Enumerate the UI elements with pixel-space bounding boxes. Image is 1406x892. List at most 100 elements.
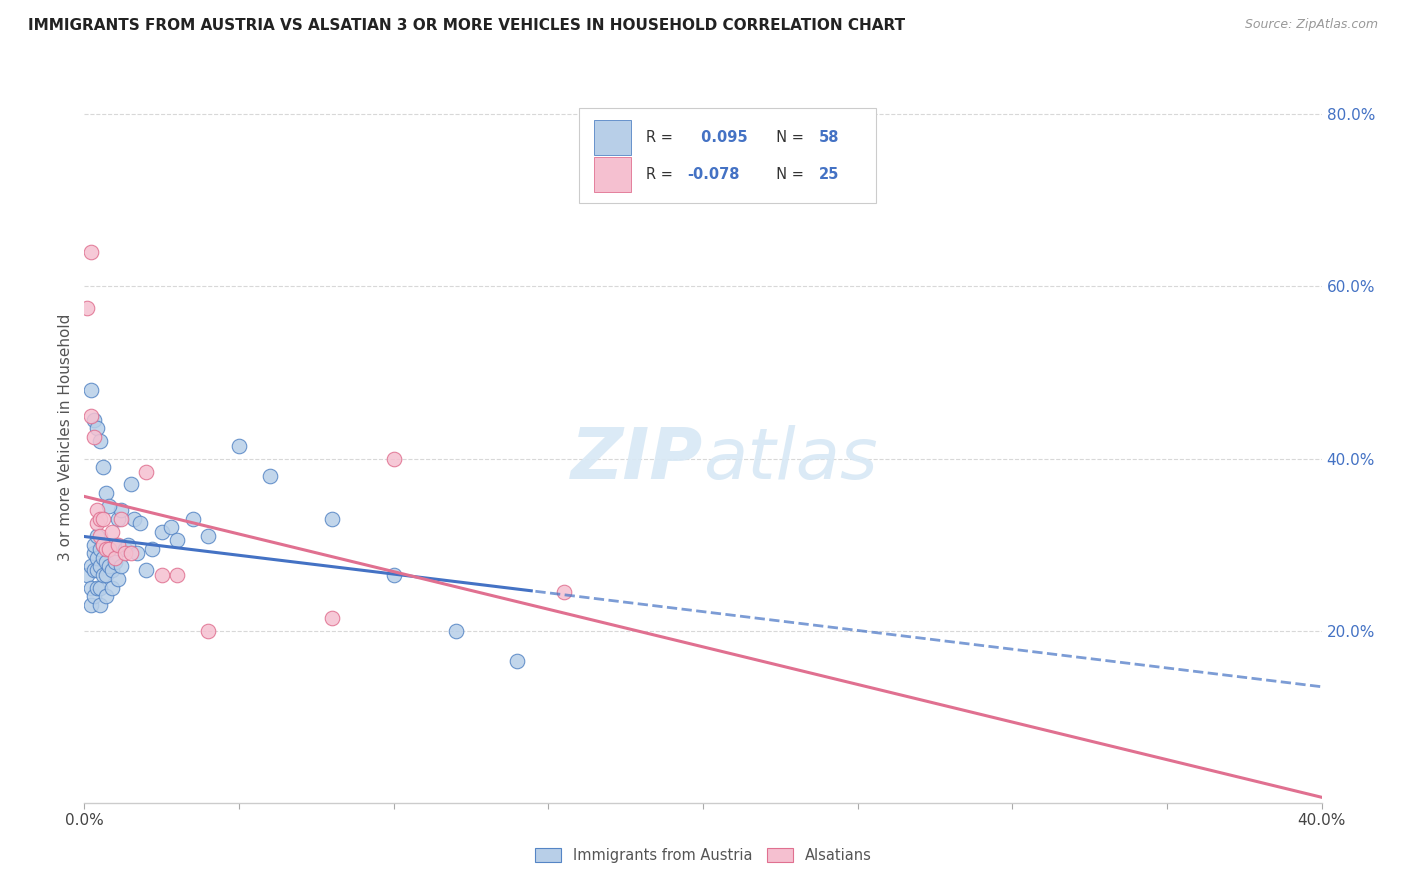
Point [553,585,575,599]
Point [197,624,219,638]
Point [83,430,105,444]
Point [101,581,124,595]
Point [114,546,136,560]
Point [79,559,101,574]
Point [79,409,101,423]
Text: R =: R = [647,130,678,145]
Point [83,589,105,603]
Point [89,434,111,449]
Point [104,555,127,569]
Point [321,512,343,526]
Point [104,550,127,565]
Text: N =: N = [768,167,808,182]
FancyBboxPatch shape [595,120,631,155]
Point [86,421,108,435]
Point [150,567,173,582]
Point [89,559,111,574]
Point [83,413,105,427]
Point [107,512,129,526]
Point [86,516,108,530]
Text: IMMIGRANTS FROM AUSTRIA VS ALSATIAN 3 OR MORE VEHICLES IN HOUSEHOLD CORRELATION : IMMIGRANTS FROM AUSTRIA VS ALSATIAN 3 OR… [28,18,905,33]
Point [114,541,136,556]
Point [83,538,105,552]
Point [79,245,101,260]
Point [98,541,121,556]
Point [86,503,108,517]
Point [89,581,111,595]
Point [107,538,129,552]
Point [91,512,114,526]
Point [91,567,114,582]
Point [259,468,281,483]
Point [86,550,108,565]
Point [101,564,124,578]
Point [120,546,142,560]
Point [94,486,117,500]
Text: atlas: atlas [703,425,877,493]
Point [94,589,117,603]
Point [101,524,124,539]
Point [86,564,108,578]
Point [76,567,98,582]
Text: R =: R = [647,167,678,182]
Point [135,465,157,479]
Point [506,654,529,668]
FancyBboxPatch shape [595,157,631,192]
Point [382,567,405,582]
Point [83,546,105,560]
Point [321,611,343,625]
Point [117,538,139,552]
Point [94,555,117,569]
Point [89,541,111,556]
Point [122,512,145,526]
Point [382,451,405,466]
Point [79,581,101,595]
Point [89,598,111,612]
Point [141,541,163,556]
Point [98,541,121,556]
Point [125,546,148,560]
Point [160,520,183,534]
Point [110,559,132,574]
Point [79,598,101,612]
Text: 0.095: 0.095 [696,130,747,145]
Point [86,529,108,543]
Text: 58: 58 [820,130,839,145]
Point [197,529,219,543]
Point [83,564,105,578]
Point [166,567,188,582]
Point [94,541,117,556]
Point [94,567,117,582]
Point [91,550,114,565]
Point [135,564,157,578]
Point [150,524,173,539]
Point [110,503,132,517]
Point [89,512,111,526]
Point [166,533,188,548]
Point [110,512,132,526]
Text: 25: 25 [820,167,839,182]
Point [91,460,114,475]
Point [104,538,127,552]
Point [89,529,111,543]
Text: N =: N = [768,130,808,145]
Point [91,538,114,552]
Point [228,439,250,453]
Point [86,581,108,595]
Y-axis label: 3 or more Vehicles in Household: 3 or more Vehicles in Household [58,313,73,561]
Text: Source: ZipAtlas.com: Source: ZipAtlas.com [1244,18,1378,31]
Point [98,559,121,574]
Point [76,301,98,315]
Point [120,477,142,491]
Text: -0.078: -0.078 [688,167,740,182]
Point [91,538,114,552]
Point [181,512,204,526]
Point [107,572,129,586]
Point [98,499,121,513]
Legend: Immigrants from Austria, Alsatians: Immigrants from Austria, Alsatians [529,842,877,869]
Point [79,383,101,397]
Point [129,516,152,530]
Point [444,624,467,638]
Text: ZIP: ZIP [571,425,703,493]
FancyBboxPatch shape [579,108,876,203]
